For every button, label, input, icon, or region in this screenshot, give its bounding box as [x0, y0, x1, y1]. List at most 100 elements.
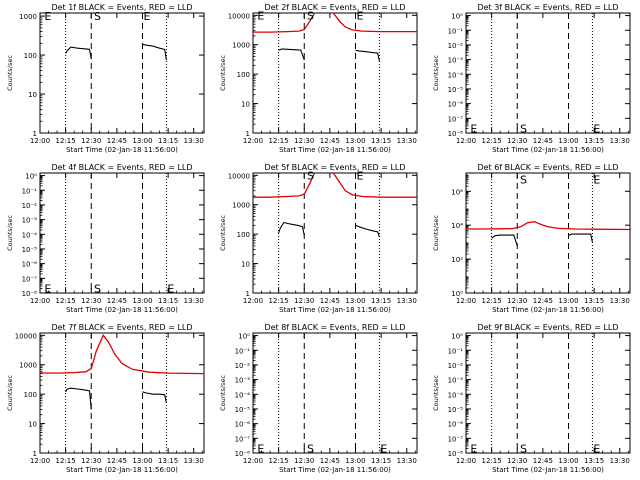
x-tick-label: 12:45 — [320, 457, 340, 465]
panel-det-3: Det 3f BLACK = Events, RED = LLD 10⁻⁸ 10⁻⁷… — [432, 3, 630, 154]
event-marker-label: E — [593, 173, 600, 186]
y-tick-label: 10⁻² — [448, 362, 464, 370]
event-marker-label: S — [520, 123, 527, 136]
series-events-line — [356, 50, 380, 61]
series-lld-line — [333, 173, 417, 197]
y-tick-label: 10⁻⁶ — [448, 421, 464, 429]
x-tick-label: 13:15 — [584, 297, 604, 305]
x-axis-label: Start Time (02-Jan-18 11:56:00) — [492, 466, 604, 474]
x-tick-label: 12:00 — [243, 297, 263, 305]
series-lld-line — [40, 335, 204, 373]
panel-det-5: Det 5f BLACK = Events, RED = LLD 1 10 100 10… — [219, 163, 417, 314]
x-tick-label: 13:00 — [345, 297, 365, 305]
y-tick-label: 10⁻⁷ — [235, 435, 251, 443]
series-events-line — [279, 49, 305, 60]
panel-title: Det 9f BLACK = Events, RED = LLD — [477, 323, 618, 332]
x-tick-label: 13:30 — [184, 297, 204, 305]
y-tick-label: 10² — [451, 256, 463, 264]
event-marker-label: E — [167, 283, 174, 296]
y-tick-label: 10⁻⁵ — [235, 406, 251, 414]
event-marker-label: S — [94, 283, 101, 296]
y-tick-label: 10⁻⁵ — [448, 86, 464, 94]
y-axis-label: Counts/sec — [219, 375, 227, 411]
y-tick-label: 10⁰ — [25, 173, 37, 181]
x-axis-label: Start Time (02-Jan-18 11:56:00) — [66, 146, 178, 154]
series-events-line — [143, 392, 167, 403]
x-tick-label: 12:30 — [507, 457, 527, 465]
x-tick-label: 12:30 — [294, 297, 314, 305]
x-axis-label: Start Time (02-Jan-18 11:56:00) — [66, 306, 178, 314]
x-tick-label: 13:15 — [371, 297, 391, 305]
plot-frame — [253, 173, 417, 293]
y-tick-label: 10⁴ — [451, 222, 463, 230]
y-axis-label: Counts/sec — [6, 55, 14, 91]
y-tick-label: 10 — [241, 261, 250, 269]
y-tick-label: 10⁰ — [451, 333, 463, 341]
x-axis-label: Start Time (02-Jan-18 11:56:00) — [279, 306, 391, 314]
x-tick-label: 13:15 — [158, 297, 178, 305]
x-tick-label: 12:15 — [56, 457, 76, 465]
plot-frame — [40, 13, 204, 133]
event-marker-label: E — [357, 9, 364, 22]
series-events-line — [569, 234, 593, 242]
event-marker-label: S — [307, 443, 314, 456]
y-tick-label: 10⁻² — [22, 202, 38, 210]
x-tick-label: 12:15 — [269, 297, 289, 305]
panel-det-1: Det 1f BLACK = Events, RED = LLD 1 10 100 10… — [6, 3, 204, 154]
x-tick-label: 12:30 — [507, 297, 527, 305]
y-tick-label: 1000 — [232, 202, 250, 210]
y-axis-label: Counts/sec — [432, 375, 440, 411]
event-marker-label: E — [593, 443, 600, 456]
event-marker-label: E — [257, 9, 264, 22]
plot-frame — [253, 333, 417, 453]
y-tick-label: 10⁻¹ — [448, 347, 464, 355]
panel-det-4: Det 4f BLACK = Events, RED = LLD10⁻⁸10⁻⁷… — [6, 163, 204, 314]
y-tick-label: 10 — [28, 91, 37, 99]
x-tick-label: 13:00 — [558, 457, 578, 465]
y-tick-label: 10000 — [228, 12, 250, 20]
y-tick-label: 100 — [24, 52, 37, 60]
y-tick-label: 100 — [24, 391, 37, 399]
event-marker-label: E — [357, 169, 364, 182]
x-tick-label: 13:00 — [345, 457, 365, 465]
x-tick-label: 12:30 — [81, 457, 101, 465]
x-axis-label: Start Time (02-Jan-18 11:56:00) — [492, 306, 604, 314]
y-axis-label: Counts/sec — [219, 215, 227, 251]
x-tick-label: 12:30 — [507, 137, 527, 145]
x-tick-label: 12:45 — [320, 137, 340, 145]
y-tick-label: 100 — [237, 231, 250, 239]
panel-det-9: Det 9f BLACK = Events, RED = LLD 10⁻⁸ 10⁻⁷… — [432, 323, 630, 474]
panel-title: Det 7f BLACK = Events, RED = LLD — [51, 323, 192, 332]
x-tick-label: 13:15 — [371, 457, 391, 465]
y-tick-label: 10000 — [15, 332, 37, 340]
panel-title: Det 4f BLACK = Events, RED = LLD — [51, 163, 192, 172]
y-axis-label: Counts/sec — [6, 215, 14, 251]
y-tick-label: 10⁻³ — [448, 377, 464, 385]
series-lld-line — [466, 222, 630, 230]
panel-title: Det 2f BLACK = Events, RED = LLD — [264, 3, 405, 12]
panel-title: Det 8f BLACK = Events, RED = LLD — [264, 323, 405, 332]
y-tick-label: 10⁻⁶ — [448, 101, 464, 109]
series-events-line — [143, 44, 167, 60]
series-events-line — [356, 225, 380, 237]
plot-frame — [40, 173, 204, 293]
panel-det-6: Det 6f BLACK = Events, RED = LLD 10⁰ 10² 10… — [432, 163, 630, 314]
x-tick-label: 12:15 — [482, 137, 502, 145]
y-tick-label: 10⁻² — [235, 362, 251, 370]
series-events-line — [66, 47, 92, 59]
x-tick-label: 12:30 — [294, 137, 314, 145]
y-tick-label: 10⁻⁴ — [448, 71, 464, 79]
panel-det-7: Det 7f BLACK = Events, RED = LLD 1 10 100 10… — [6, 323, 204, 474]
y-tick-label: 1000 — [232, 42, 250, 50]
event-marker-label: E — [380, 443, 387, 456]
y-tick-label: 10⁻³ — [22, 217, 38, 225]
series-events-line — [492, 235, 518, 246]
x-tick-label: 12:15 — [482, 457, 502, 465]
series-lld-line — [333, 13, 417, 32]
panel-title: Det 1f BLACK = Events, RED = LLD — [51, 3, 192, 12]
y-tick-label: 10000 — [228, 172, 250, 180]
y-axis-label: Counts/sec — [219, 55, 227, 91]
series-events-line — [66, 388, 92, 409]
y-tick-label: 10⁻⁶ — [22, 261, 38, 269]
x-tick-label: 12:45 — [107, 297, 127, 305]
